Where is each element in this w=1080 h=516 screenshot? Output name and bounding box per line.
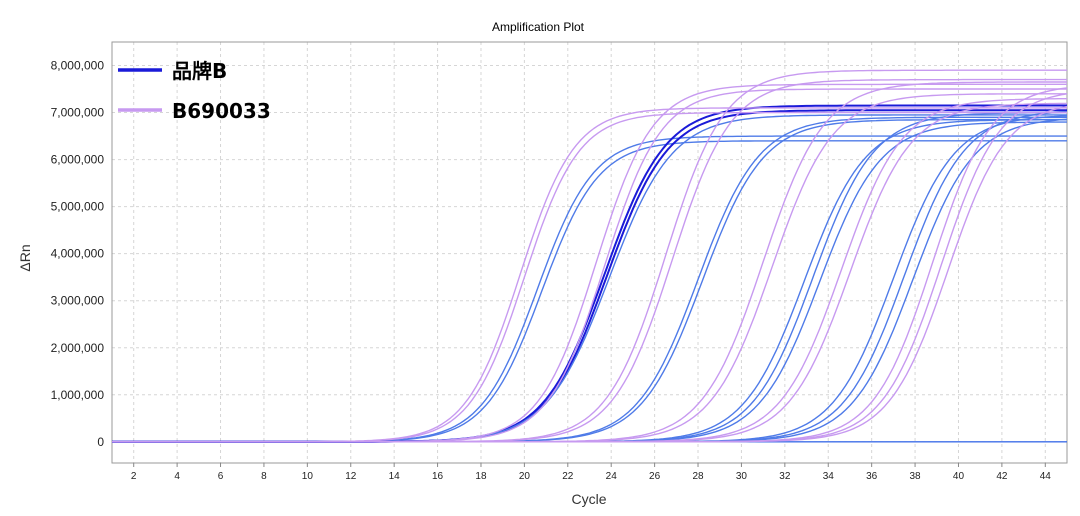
y-tick-label: 5,000,000	[51, 200, 105, 214]
series-group	[112, 69, 1068, 443]
series-line-b690033	[112, 93, 1067, 443]
x-tick-label: 4	[174, 471, 180, 482]
legend: 品牌B B690033	[118, 59, 271, 123]
grid	[112, 42, 1067, 463]
x-tick-label: 44	[1040, 471, 1052, 482]
series-line-brand-b	[112, 114, 1067, 443]
x-axis: 2 4 6 8 10 12 14 16 18 20 22 24 26 28 30 32 34 36 38 40 42 44	[131, 463, 1051, 482]
series-line-b690033	[112, 102, 1068, 443]
x-tick-label: 16	[432, 471, 444, 482]
x-tick-label: 30	[736, 471, 748, 482]
series-line-brand-b	[112, 118, 1067, 443]
series-line-brand-b	[112, 111, 1067, 443]
y-tick-label: 4,000,000	[51, 247, 105, 261]
x-tick-label: 8	[261, 471, 267, 482]
y-tick-label: 3,000,000	[51, 294, 105, 308]
y-tick-label: 1,000,000	[51, 388, 105, 402]
series-line-brand-b	[112, 119, 1067, 443]
y-tick-label: 0	[97, 435, 104, 449]
series-line-brand-b	[112, 116, 1067, 443]
x-tick-label: 2	[131, 471, 137, 482]
chart-title: Amplification Plot	[492, 20, 585, 34]
series-line-b690033	[112, 78, 1067, 443]
series-line-b690033	[112, 107, 1067, 443]
x-tick-label: 26	[649, 471, 661, 482]
y-tick-label: 6,000,000	[51, 153, 105, 167]
y-axis-label: ΔRn	[17, 244, 33, 271]
x-tick-label: 32	[779, 471, 791, 482]
y-tick-label: 8,000,000	[51, 59, 105, 73]
x-tick-label: 28	[692, 471, 704, 482]
x-tick-label: 10	[302, 471, 314, 482]
series-line-b690033	[112, 83, 1067, 443]
x-tick-label: 42	[996, 471, 1008, 482]
series-line-brand-b	[112, 111, 1068, 443]
y-tick-label: 7,000,000	[51, 106, 105, 120]
plot-area	[111, 41, 1068, 464]
series-line-b690033	[112, 88, 1067, 443]
series-line-b690033	[112, 98, 1067, 443]
series-line-brand-b	[112, 104, 1067, 443]
x-tick-label: 18	[475, 471, 487, 482]
x-tick-label: 40	[953, 471, 965, 482]
x-tick-label: 38	[910, 471, 922, 482]
legend-label-brand-b: 品牌B	[172, 59, 227, 83]
series-line-b690033	[112, 111, 1067, 443]
x-tick-label: 6	[218, 471, 224, 482]
x-tick-label: 12	[345, 471, 357, 482]
x-tick-label: 20	[519, 471, 531, 482]
x-tick-label: 24	[606, 471, 618, 482]
x-tick-label: 36	[866, 471, 878, 482]
series-line-brand-b	[112, 118, 1068, 443]
series-line-b690033	[112, 105, 1068, 443]
y-axis: 0 1,000,000 2,000,000 3,000,000 4,000,000 5,0…	[51, 59, 105, 449]
series-line-brand-b	[112, 115, 1068, 443]
legend-label-b690033: B690033	[172, 99, 271, 123]
series-line-b690033	[112, 93, 1068, 443]
x-tick-label: 22	[562, 471, 574, 482]
x-tick-label: 34	[823, 471, 835, 482]
y-tick-label: 2,000,000	[51, 341, 105, 355]
x-axis-label: Cycle	[571, 491, 606, 507]
x-tick-label: 14	[389, 471, 401, 482]
